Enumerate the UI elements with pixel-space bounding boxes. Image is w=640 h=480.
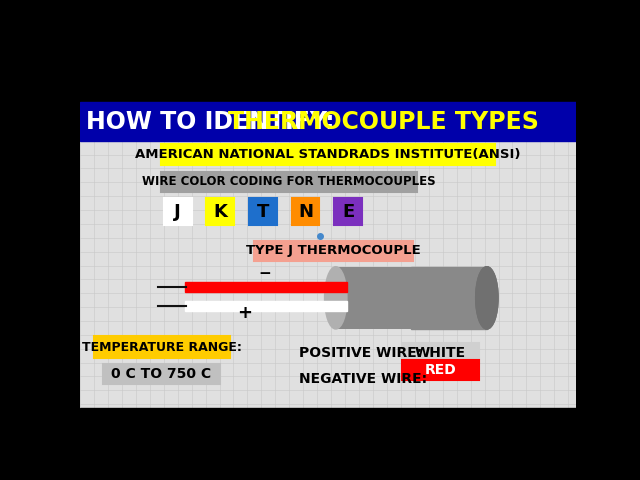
Ellipse shape	[325, 267, 347, 329]
Text: TEMPERATURE RANGE:: TEMPERATURE RANGE:	[82, 341, 242, 354]
Text: K: K	[213, 203, 227, 221]
Text: WIRE COLOR CODING FOR THERMOCOUPLES: WIRE COLOR CODING FOR THERMOCOUPLES	[143, 175, 436, 188]
Text: N: N	[298, 203, 313, 221]
Bar	[94, 336, 230, 358]
Bar	[254, 241, 413, 261]
Text: E: E	[342, 203, 355, 221]
Text: −: −	[258, 266, 271, 281]
Ellipse shape	[476, 267, 498, 329]
Bar	[164, 198, 191, 226]
Text: NEGATIVE WIRE:: NEGATIVE WIRE:	[298, 372, 427, 386]
Bar	[80, 58, 576, 102]
Bar	[80, 102, 576, 141]
Text: 0 C TO 750 C: 0 C TO 750 C	[111, 367, 211, 381]
Bar	[292, 198, 319, 226]
Text: TYPE J THERMOCOUPLE: TYPE J THERMOCOUPLE	[246, 244, 421, 257]
Bar	[206, 198, 234, 226]
Bar	[184, 282, 347, 292]
Text: RED: RED	[424, 363, 456, 377]
Ellipse shape	[476, 267, 498, 329]
Text: T: T	[257, 203, 269, 221]
Bar	[184, 301, 347, 311]
Bar	[334, 198, 362, 226]
Bar	[80, 408, 576, 427]
Text: AMERICAN NATIONAL STANDRADS INSTITUTE(ANSI): AMERICAN NATIONAL STANDRADS INSTITUTE(AN…	[135, 148, 521, 161]
Text: +: +	[237, 304, 252, 322]
Bar	[161, 144, 495, 166]
Bar	[249, 198, 277, 226]
Text: POSITIVE WIRE:: POSITIVE WIRE:	[298, 346, 422, 360]
Text: HOW TO IDENTIFY:: HOW TO IDENTIFY:	[86, 109, 343, 133]
Bar	[412, 267, 487, 329]
Bar	[161, 171, 417, 192]
Bar	[402, 343, 479, 362]
Text: J: J	[174, 203, 181, 221]
Bar	[80, 141, 576, 408]
Text: THERMOCOUPLE TYPES: THERMOCOUPLE TYPES	[228, 109, 539, 133]
Bar	[336, 267, 487, 329]
Bar	[103, 364, 220, 384]
Bar	[402, 360, 479, 380]
Text: WHITE: WHITE	[415, 346, 466, 360]
